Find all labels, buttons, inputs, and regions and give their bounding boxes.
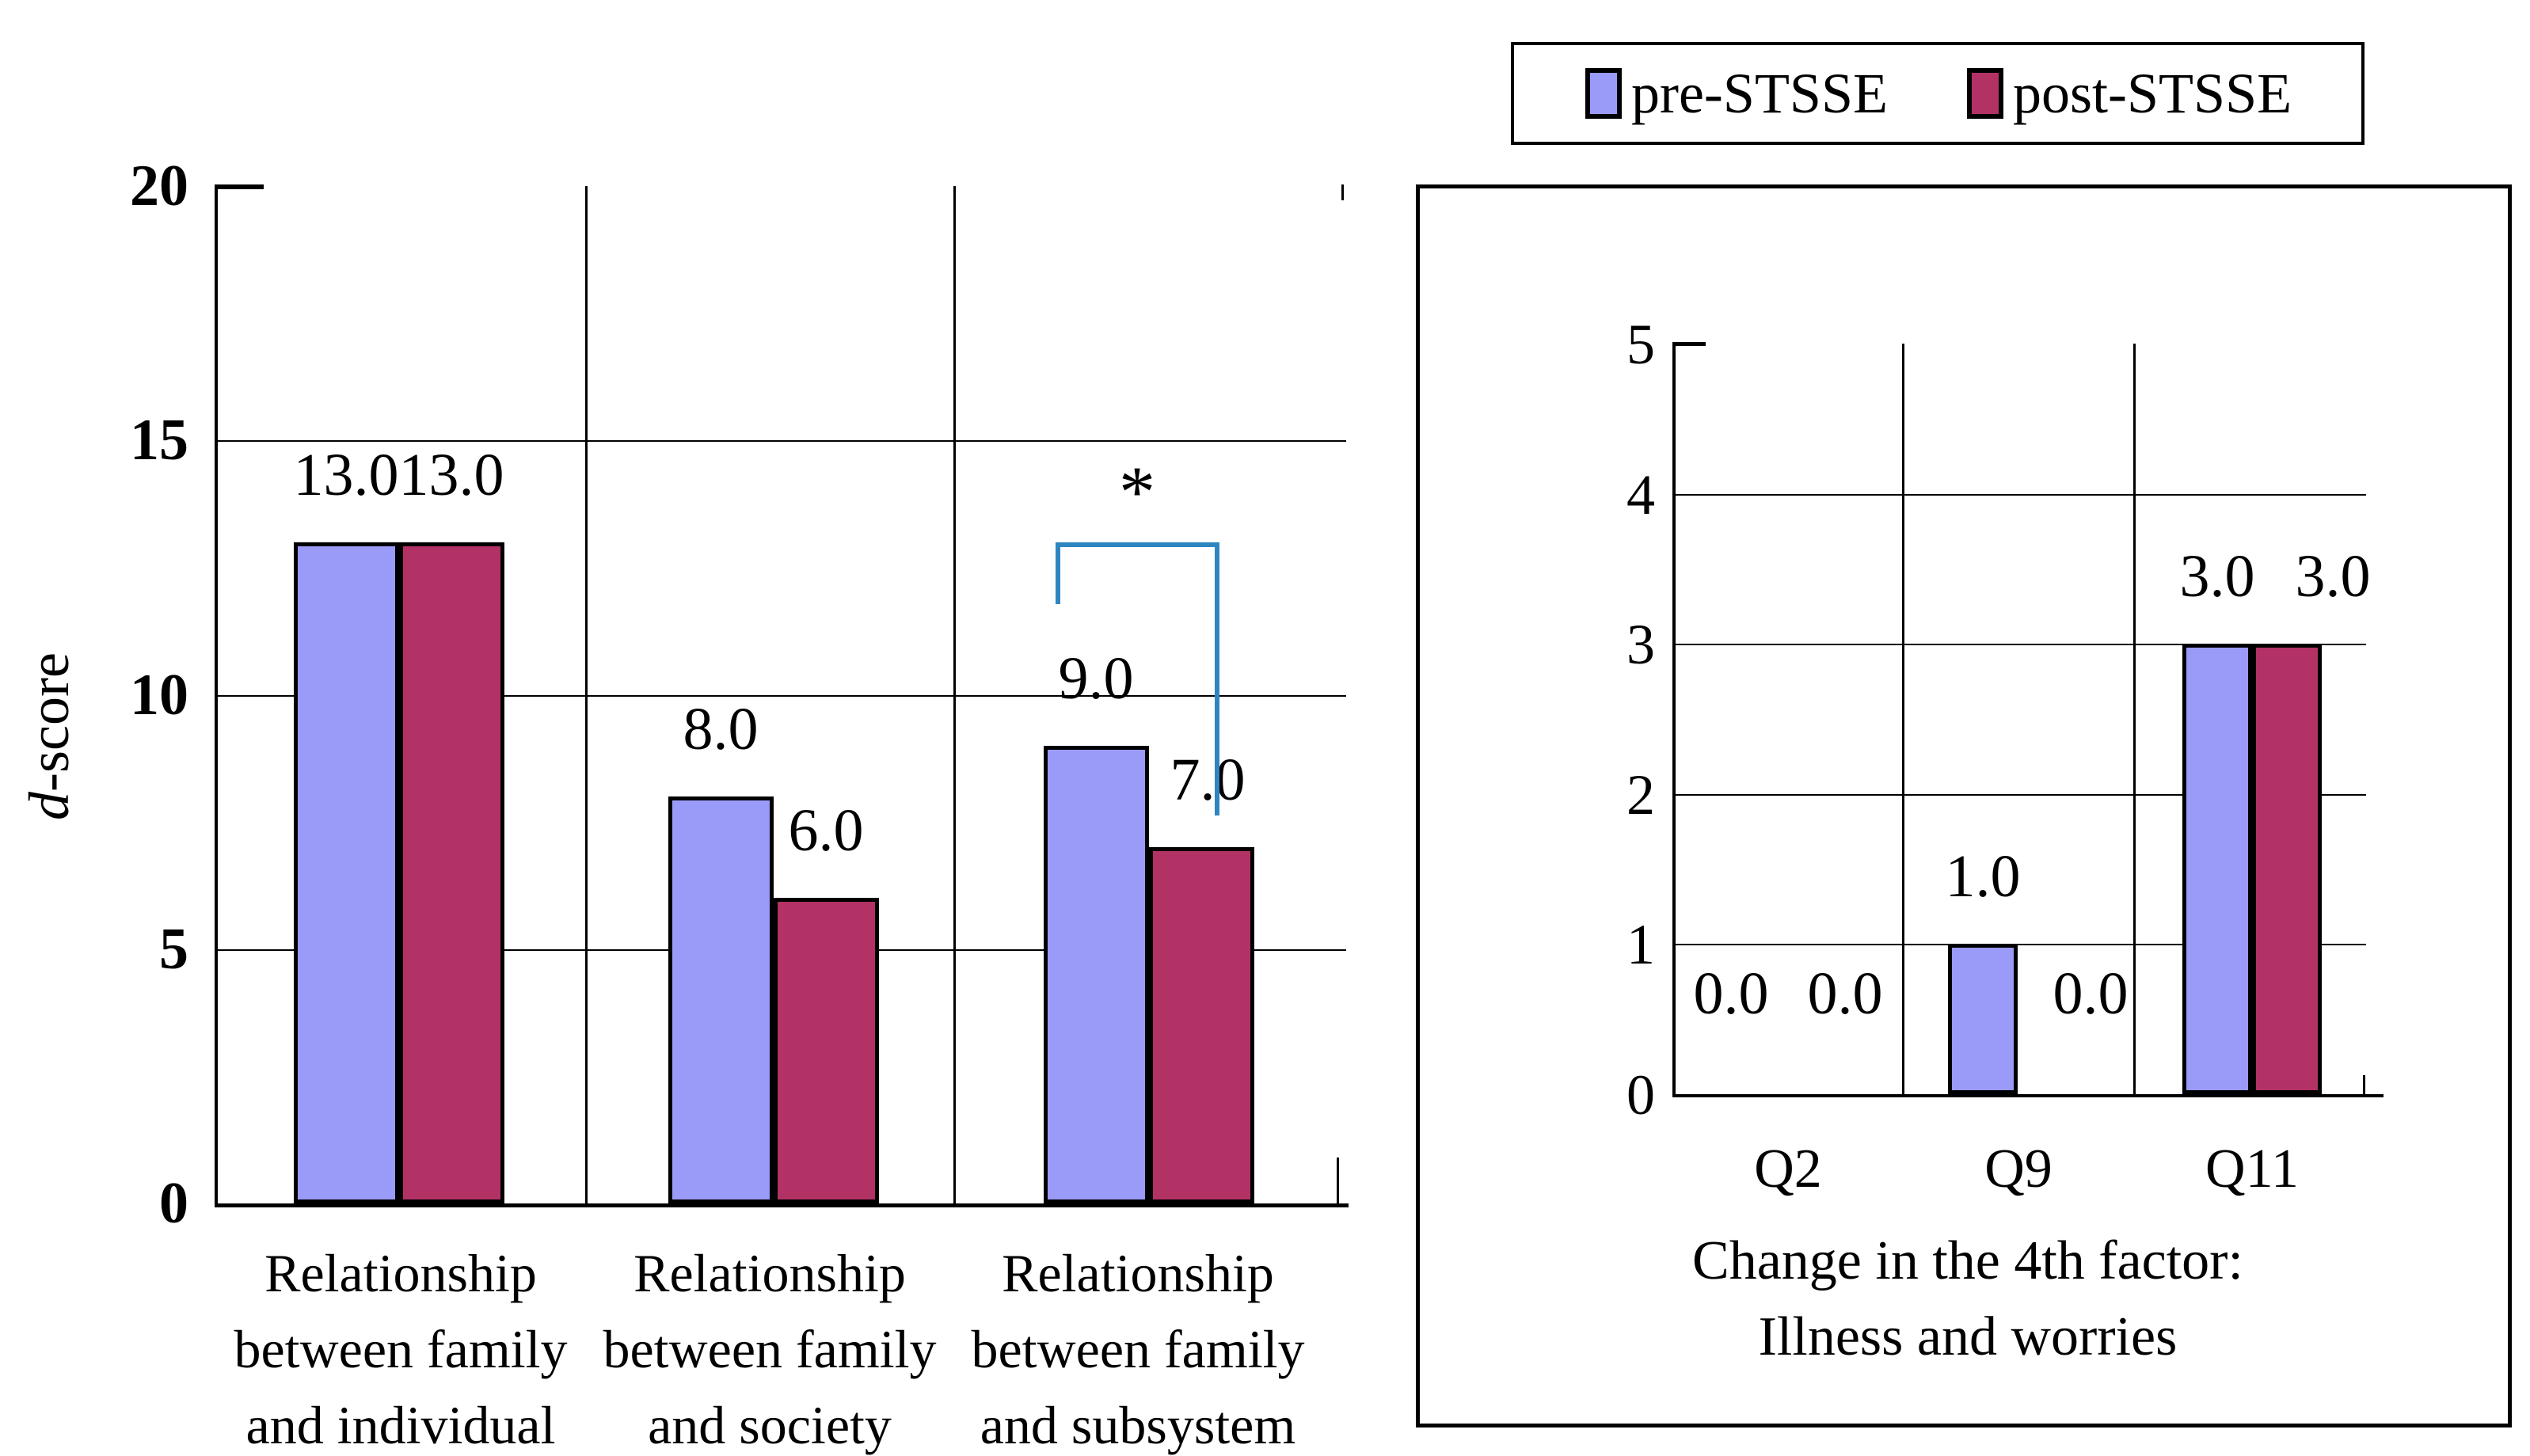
left-y-axis-title: d -score [10, 578, 89, 895]
right-gridline-4 [1674, 494, 2366, 496]
right-axis-top-tick [1672, 342, 1706, 346]
right-ytick-5: 5 [1626, 313, 1655, 376]
legend-item-post: post-STSSE [1967, 50, 2292, 137]
significance-bracket-left-leg [1056, 542, 1060, 604]
bar-family-subsystem-post [1149, 847, 1254, 1203]
category-3-line-2: between family [971, 1319, 1305, 1379]
bar-family-society-post [774, 898, 879, 1203]
bar-q9-pre [1948, 944, 2018, 1094]
right-ytick-4: 4 [1626, 463, 1655, 527]
left-gridline-15 [216, 440, 1346, 442]
right-chart-caption-line-2: Illness and worries [1758, 1306, 2178, 1367]
left-plot-top-right-tick [1341, 184, 1344, 200]
value-label-individual-post: 13.0 [398, 442, 504, 508]
right-category-label-q2: Q2 [1754, 1139, 1822, 1199]
right-category-separator-1 [1902, 344, 1904, 1094]
left-ytick-0: 0 [159, 1171, 188, 1236]
value-label-q2-pre: 0.0 [1693, 960, 1769, 1027]
y-axis-title-italic-part: d [17, 791, 81, 820]
value-label-q2-post: 0.0 [1807, 960, 1883, 1027]
bar-family-society-pre [668, 796, 774, 1203]
legend-label-pre: pre-STSSE [1631, 62, 1888, 125]
right-category-separator-2 [2133, 344, 2136, 1094]
legend: pre-STSSE post-STSSE [1511, 42, 2365, 145]
category-1-line-1: Relationship [264, 1243, 537, 1303]
right-y-axis-line [1672, 344, 1676, 1097]
left-gridline-10 [216, 695, 1346, 697]
pre-series-swatch-icon [1585, 68, 1622, 119]
right-category-label-q11: Q11 [2205, 1139, 2299, 1199]
category-3-line-1: Relationship [1002, 1243, 1274, 1303]
value-label-q11-post: 3.0 [2295, 543, 2371, 610]
significance-bracket-right-leg [1215, 542, 1219, 815]
right-panel-border-box [1416, 184, 2512, 1427]
right-chart-caption-line-1: Change in the 4th factor: [1692, 1230, 2243, 1291]
value-label-q11-pre: 3.0 [2179, 543, 2255, 610]
left-ytick-20: 20 [130, 154, 188, 219]
left-category-label-1: Relationship between family and individu… [219, 1235, 583, 1456]
post-series-swatch-icon [1967, 68, 2003, 119]
right-x-axis-line [1672, 1094, 2384, 1097]
value-label-subsystem-post: 7.0 [1170, 747, 1246, 813]
left-category-separator-2 [953, 186, 956, 1205]
left-ytick-5: 5 [159, 917, 188, 982]
legend-item-pre: pre-STSSE [1585, 50, 1888, 137]
bar-q11-pre [2182, 644, 2252, 1094]
left-x-axis-line [215, 1203, 1349, 1207]
left-category-label-2: Relationship between family and society [588, 1235, 952, 1456]
bar-q11-post [2252, 644, 2322, 1094]
bar-family-individual-pre [294, 542, 399, 1203]
category-1-line-2: between family [234, 1319, 568, 1379]
value-label-q9-pre: 1.0 [1945, 843, 2021, 910]
right-gridline-1 [1674, 944, 2366, 945]
category-3-line-3: and subsystem [980, 1395, 1296, 1455]
value-label-society-pre: 8.0 [683, 696, 759, 762]
right-axis-right-end-tick [2363, 1075, 2365, 1096]
legend-label-post: post-STSSE [2013, 62, 2292, 125]
value-label-individual-pre: 13.0 [293, 442, 399, 508]
left-category-separator-1 [585, 186, 588, 1205]
value-label-subsystem-pre: 9.0 [1058, 645, 1134, 712]
right-gridline-3 [1674, 644, 2366, 645]
right-ytick-3: 3 [1626, 613, 1655, 676]
category-2-line-1: Relationship [633, 1243, 906, 1303]
left-ytick-15: 15 [130, 408, 188, 473]
category-2-line-3: and society [648, 1395, 892, 1455]
right-ytick-0: 0 [1626, 1063, 1655, 1127]
left-category-label-3: Relationship between family and subsyste… [956, 1235, 1320, 1456]
right-ytick-2: 2 [1626, 763, 1655, 827]
left-axis-top-tick [215, 184, 264, 189]
bar-family-subsystem-pre [1044, 746, 1149, 1203]
category-2-line-2: between family [603, 1319, 937, 1379]
left-axis-right-end-tick [1337, 1158, 1339, 1203]
significance-asterisk: * [1119, 451, 1155, 532]
right-category-label-q9: Q9 [1984, 1139, 2053, 1199]
value-label-society-post: 6.0 [788, 797, 864, 864]
bar-family-individual-post [399, 542, 504, 1203]
right-ytick-1: 1 [1626, 913, 1655, 976]
value-label-q9-post: 0.0 [2053, 960, 2129, 1027]
category-1-line-3: and individual [245, 1395, 556, 1455]
significance-bracket-horizontal [1056, 542, 1219, 547]
right-gridline-2 [1674, 794, 2366, 796]
left-ytick-10: 10 [130, 663, 188, 728]
